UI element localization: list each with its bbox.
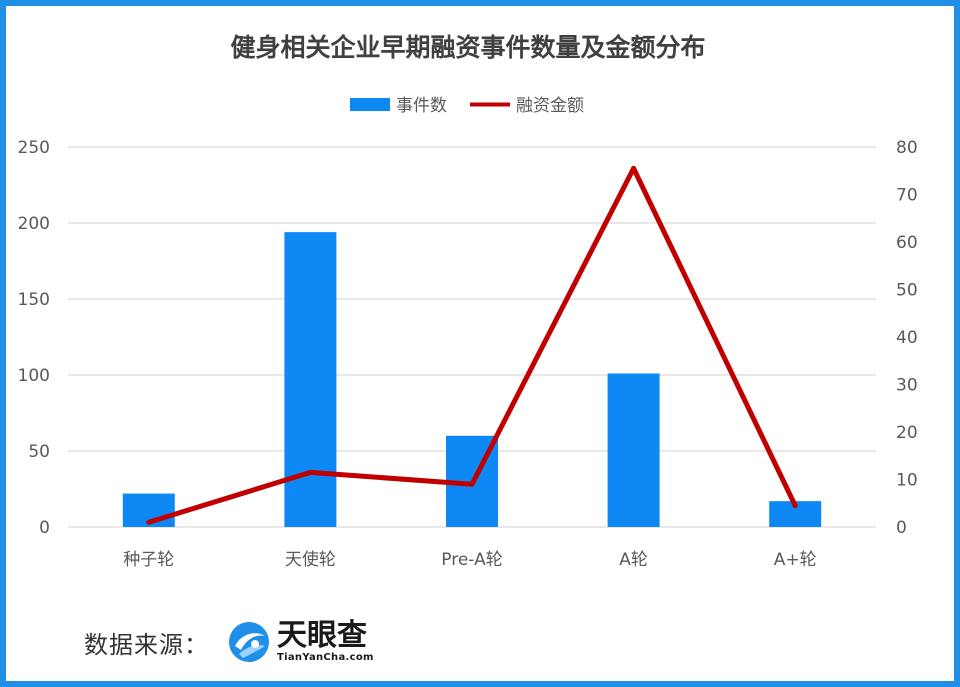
legend-line-label: 融资金额 [516,96,584,116]
line-point [469,481,475,487]
chart-title: 健身相关企业早期融资事件数量及金额分布 [230,33,705,62]
line-point [307,469,313,475]
gridlines [68,146,876,528]
y-left-tick-label: 200 [18,214,50,234]
y-right-tick-label: 0 [896,518,907,538]
y-left-tick-label: 50 [28,442,50,462]
combo-chart: 健身相关企业早期融资事件数量及金额分布 事件数 融资金额 05010015020… [18,33,918,570]
logo-text-cn: 天眼查 [277,618,367,653]
bar [607,373,660,527]
bar [284,232,337,527]
line-point [792,503,798,509]
y-axis-right: 0 10 20 30 40 50 60 70 80 [896,138,918,538]
x-tick-label: A轮 [619,550,648,570]
x-axis: 种子轮 天使轮 Pre-A轮 A轮 A+轮 [123,549,816,570]
line-point [146,519,152,525]
x-tick-label: 天使轮 [285,549,336,570]
y-left-tick-label: 250 [18,138,50,158]
y-right-tick-label: 40 [896,328,918,348]
y-left-tick-label: 150 [18,290,50,310]
x-tick-label: A+轮 [774,550,817,570]
legend-bar-label: 事件数 [396,96,447,116]
y-right-tick-label: 80 [896,138,918,158]
y-right-tick-label: 70 [896,186,918,206]
logo-text-en: TianYanCha.com [277,652,374,663]
tianyancha-logo-icon [229,622,269,662]
x-tick-label: 种子轮 [123,550,174,570]
y-right-tick-label: 20 [896,423,918,443]
x-tick-label: Pre-A轮 [441,550,502,570]
y-right-tick-label: 10 [896,471,918,491]
line-series [146,165,798,525]
legend: 事件数 融资金额 [350,96,584,116]
source-label: 数据来源： [84,630,209,659]
line-point [631,165,637,171]
y-left-tick-label: 100 [18,366,50,386]
y-axis-left: 0 50 100 150 200 250 [18,138,50,538]
y-right-tick-label: 30 [896,376,918,396]
legend-bar-swatch [350,98,390,111]
tianyancha-logo: 天眼查 TianYanCha.com [227,620,374,664]
y-left-tick-label: 0 [39,518,50,538]
footer: 数据来源： 天眼查 TianYanCha.com [84,620,374,664]
y-right-tick-label: 60 [896,233,918,253]
y-right-tick-label: 50 [896,281,918,301]
